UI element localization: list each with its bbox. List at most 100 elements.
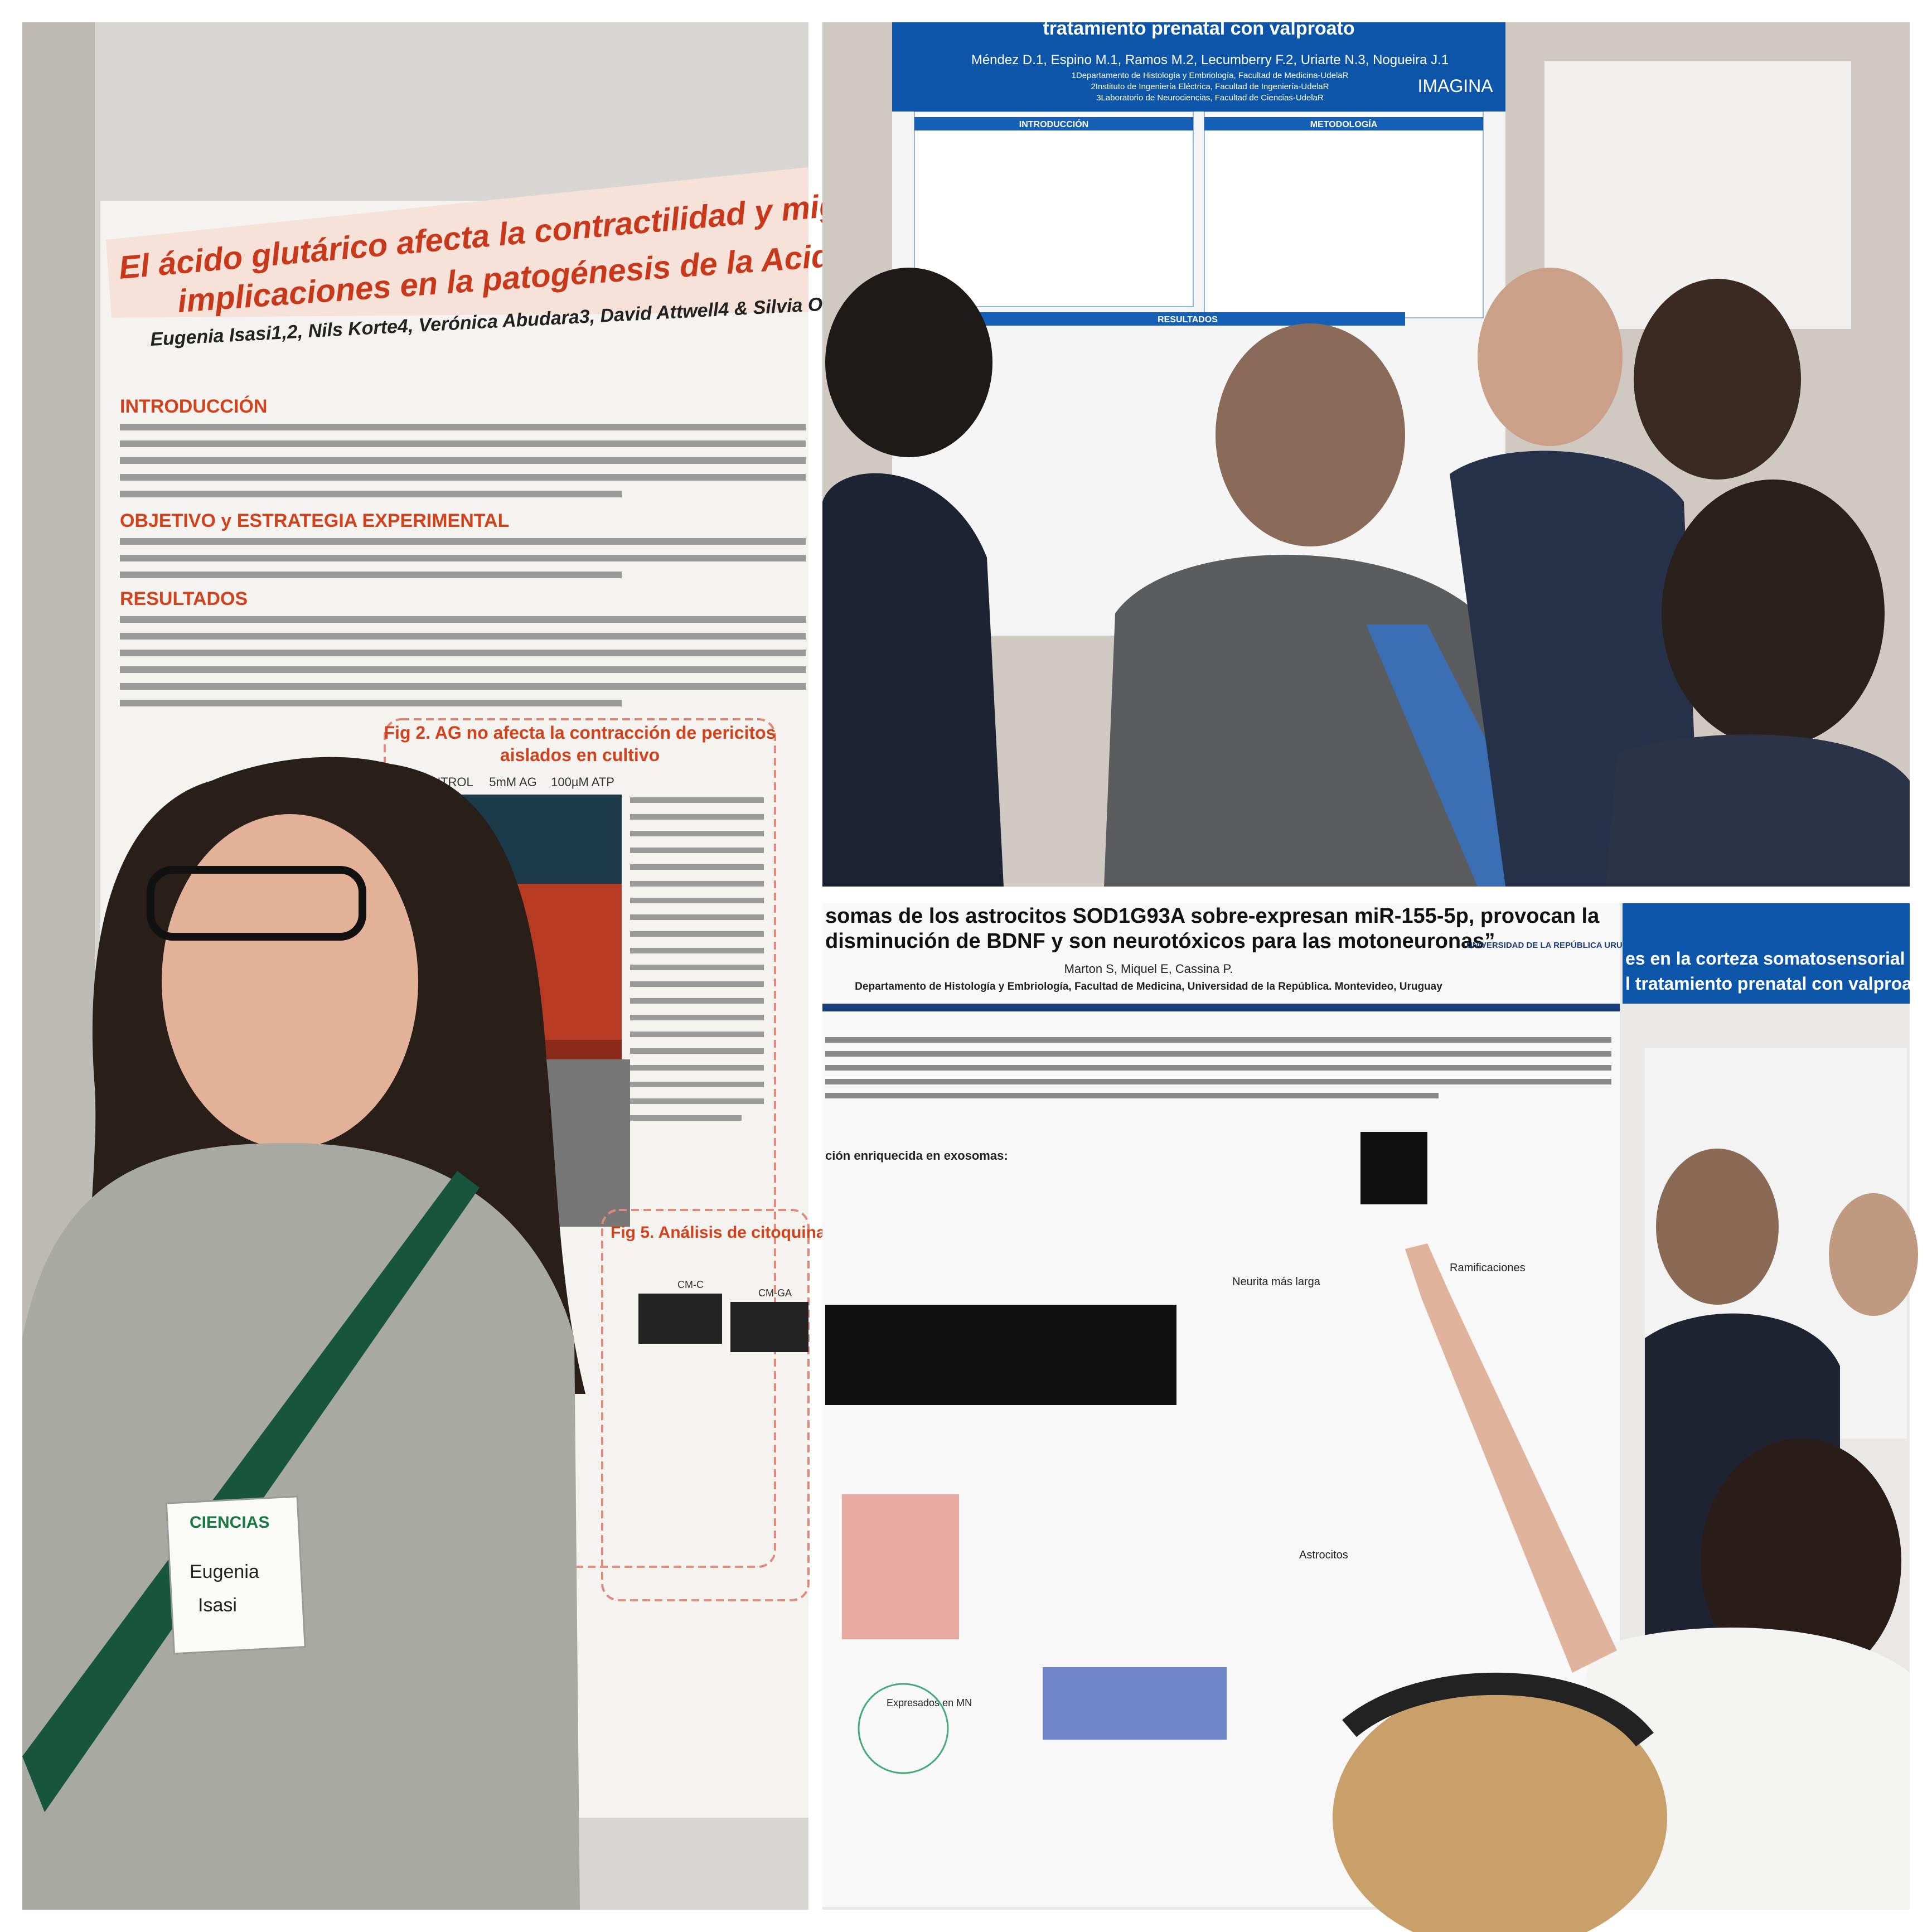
column-label: 5mM AG xyxy=(489,775,537,789)
shape xyxy=(630,831,764,836)
person xyxy=(1606,734,1910,887)
person xyxy=(822,473,1004,887)
shape xyxy=(630,848,764,853)
section: OBJETIVO y ESTRATEGIA EXPERIMENTAL xyxy=(120,510,509,531)
badge-name: Isasi xyxy=(198,1595,237,1616)
shape xyxy=(630,1082,764,1087)
label: ción enriquecida en exosomas: xyxy=(825,1149,1008,1163)
section: INTRODUCCIÓN xyxy=(120,396,267,417)
fig-title: aislados en cultivo xyxy=(500,745,660,765)
shape xyxy=(120,683,806,690)
array xyxy=(638,1294,722,1344)
array xyxy=(730,1302,808,1352)
section-box xyxy=(914,111,1194,307)
label: Ramificaciones xyxy=(1450,1262,1526,1274)
shape xyxy=(630,914,764,920)
fig-title: Fig 2. AG no afecta la contracción de pe… xyxy=(384,723,776,743)
face xyxy=(162,814,418,1149)
section-header xyxy=(914,117,1193,130)
authors: Marton S, Miquel E, Cassina P. xyxy=(1064,962,1233,976)
section-header xyxy=(970,312,1405,326)
head xyxy=(825,268,992,457)
head xyxy=(1478,268,1623,446)
shape xyxy=(120,572,622,578)
shape xyxy=(120,474,806,481)
sunglasses xyxy=(1342,1672,1654,1747)
shape xyxy=(120,491,622,497)
strap xyxy=(22,1171,480,1812)
shape xyxy=(630,814,764,820)
logo: IMAGINA xyxy=(1417,76,1493,96)
shape xyxy=(630,864,764,870)
side-header xyxy=(1623,903,1910,1004)
shape xyxy=(120,666,806,673)
head xyxy=(1656,1149,1779,1305)
shape xyxy=(630,1032,764,1037)
affiliation: Departamento de Histología y Embriología… xyxy=(855,981,1442,992)
section: INTRODUCCIÓN xyxy=(1019,119,1088,129)
blot xyxy=(1360,1132,1427,1204)
shape xyxy=(120,440,806,447)
shape xyxy=(120,650,806,656)
badge xyxy=(165,1495,306,1655)
shape xyxy=(630,998,764,1004)
authors: Méndez D.1, Espino M.1, Ramos M.2, Lecum… xyxy=(971,52,1449,67)
heatmap xyxy=(842,1494,959,1639)
column-label: 100µM ATP xyxy=(551,775,614,789)
shape xyxy=(825,1037,1611,1043)
section: RESULTADOS xyxy=(1158,315,1218,325)
arm xyxy=(1405,1243,1617,1673)
sweater xyxy=(22,1143,580,1910)
title: disminución de BDNF y son neurotóxicos p… xyxy=(825,929,1495,953)
shape xyxy=(120,457,806,464)
bottom-right-photo: somas de los astrocitos SOD1G93A sobre-e… xyxy=(822,903,1931,1932)
side-title: l tratamiento prenatal con valproato xyxy=(1625,974,1929,994)
shape xyxy=(120,633,806,640)
shape xyxy=(825,1065,1611,1071)
body-text xyxy=(825,1037,1611,1098)
shape xyxy=(120,538,806,545)
title-band xyxy=(106,167,808,318)
label: CM-GA xyxy=(758,1287,792,1299)
venn xyxy=(858,1683,949,1774)
head xyxy=(1634,279,1801,480)
section-header xyxy=(1204,117,1483,130)
affiliation: 3Laboratorio de Neurociencias, Facultad … xyxy=(1096,93,1324,103)
badge-name: Eugenia xyxy=(190,1561,259,1582)
fig-text xyxy=(630,797,764,1121)
top-right-photo: tratamiento prenatal con valproato Ménde… xyxy=(822,18,1910,887)
title: somas de los astrocitos SOD1G93A sobre-e… xyxy=(825,904,1600,928)
shape xyxy=(630,898,764,903)
shape xyxy=(825,1079,1611,1084)
label: Astrocitos xyxy=(1299,1549,1348,1561)
head xyxy=(1829,1193,1918,1316)
divider xyxy=(822,1004,1620,1011)
shape xyxy=(630,881,764,887)
shape xyxy=(630,1115,742,1121)
shape xyxy=(825,1093,1439,1098)
head xyxy=(1701,1439,1901,1684)
shape xyxy=(630,981,764,987)
head xyxy=(1333,1684,1667,1932)
shape xyxy=(630,948,764,953)
section: RESULTADOS xyxy=(120,588,248,609)
head xyxy=(1662,480,1885,747)
shape xyxy=(630,1098,764,1104)
body-text xyxy=(120,424,806,706)
header xyxy=(892,22,1505,112)
shape xyxy=(630,931,764,937)
shape xyxy=(630,797,764,803)
fig-frame xyxy=(601,1209,810,1601)
glasses xyxy=(147,866,366,941)
shape xyxy=(825,1051,1611,1057)
section-box xyxy=(1204,111,1484,318)
shape xyxy=(630,1065,764,1071)
shape xyxy=(120,424,806,430)
micrograph xyxy=(825,1305,1176,1405)
badge-event: CIENCIAS xyxy=(190,1513,269,1532)
shape xyxy=(630,965,764,970)
affiliation: 2Instituto de Ingeniería Eléctrica, Facu… xyxy=(1091,82,1329,91)
side-title: es en la corteza somatosensorial de xyxy=(1625,948,1931,969)
